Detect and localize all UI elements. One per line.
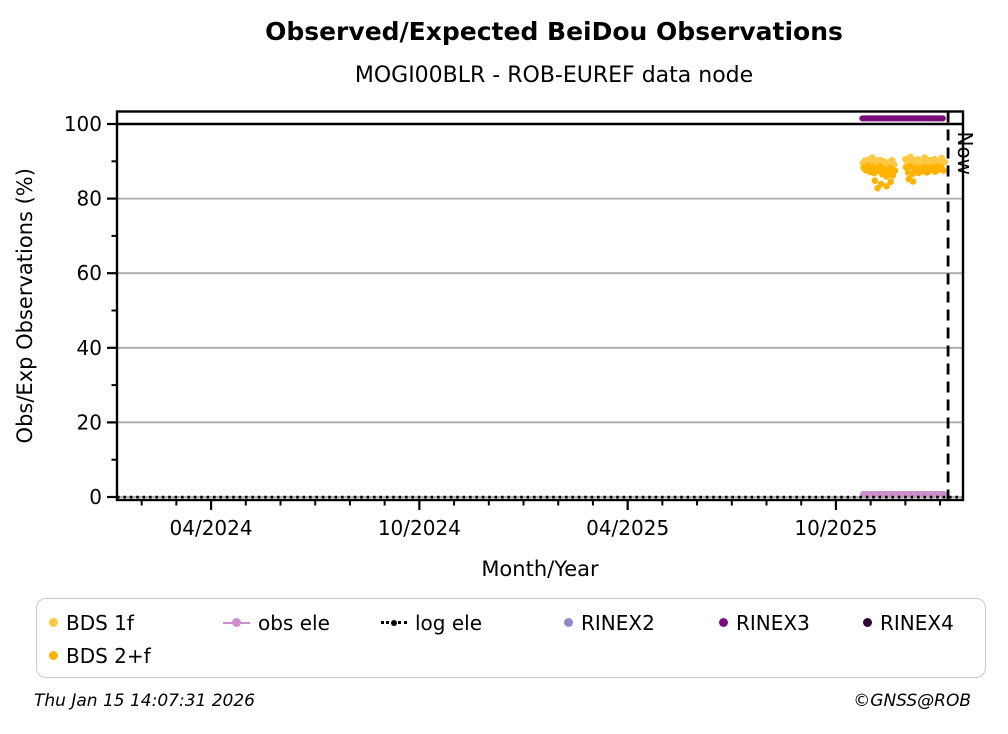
x-axis-tick-label: 04/2024 — [170, 516, 253, 540]
scatter-point-bds-2-f — [909, 178, 917, 185]
generation-timestamp: Thu Jan 15 14:07:31 2026 — [34, 691, 255, 711]
scatter-point-bds-2-f — [877, 180, 885, 188]
rinex2-marker-icon — [564, 618, 573, 627]
x-axis-tick-label: 10/2024 — [378, 516, 461, 540]
legend-label-rinex3: RINEX3 — [736, 610, 810, 635]
now-label: Now — [953, 132, 977, 176]
y-axis-tick-label: 20 — [77, 410, 102, 434]
legend-item-bds-2-f: BDS 2+f — [49, 644, 151, 668]
bds-1f-marker-icon — [49, 618, 58, 627]
scatter-point-bds-2-f — [871, 177, 879, 184]
y-axis-tick-label: 40 — [77, 336, 102, 360]
legend-item-rinex4: RINEX4 — [863, 611, 954, 635]
y-axis-tick-label: 100 — [64, 112, 102, 136]
scatter-point-bds-1f — [941, 158, 949, 166]
plot-border — [115, 110, 965, 502]
x-axis-tick-label: 04/2025 — [586, 516, 669, 540]
legend-item-bds-1f: BDS 1f — [49, 611, 223, 635]
legend-item-obs-ele: obs ele — [223, 611, 381, 635]
y-axis-tick-label: 80 — [77, 187, 102, 211]
scatter-point-bds-2-f — [940, 167, 947, 174]
obs-ele-marker-icon — [223, 618, 250, 628]
scatter-point-bds-2-f — [883, 182, 890, 190]
legend-label-bds-2-f: BDS 2+f — [66, 643, 151, 668]
chart-subtitle: MOGI00BLR - ROB-EUREF data node — [354, 63, 754, 88]
beidou-observations-plot: 04/2024 10/2024 04/2025 10/2025 0 20 40 60 80 100… — [13, 110, 977, 581]
legend-label-rinex2: RINEX2 — [581, 610, 655, 635]
rinex3-marker-icon — [719, 618, 728, 627]
legend-label-bds-1f: BDS 1f — [66, 610, 134, 635]
rinex4-marker-icon — [863, 618, 872, 627]
dot-icon — [232, 618, 241, 627]
y-axis-tick-label: 60 — [77, 261, 102, 285]
scatter-point-bds-2-f — [891, 167, 899, 174]
legend-item-rinex2: RINEX2 — [564, 611, 719, 635]
chart-title: Observed/Expected BeiDou Observations — [265, 17, 843, 46]
bds-2-f-marker-icon — [49, 651, 58, 660]
legend: BDS 1f obs ele log ele RINEX2 RINEX3 RINEX4 B… — [36, 598, 986, 678]
x-axis-tick-label: 10/2025 — [794, 516, 877, 540]
legend-label-rinex4: RINEX4 — [880, 610, 954, 635]
y-axis-tick-label: 0 — [89, 485, 102, 509]
log-ele-marker-icon — [381, 618, 407, 628]
dot-icon — [391, 619, 397, 626]
legend-row-1: BDS 1f obs ele log ele RINEX2 RINEX3 RINEX4 — [49, 606, 985, 639]
scatter-point-bds-2-f — [887, 178, 895, 186]
x-axis-label: Month/Year — [481, 557, 599, 581]
y-axis-label: Obs/Exp Observations (%) — [13, 168, 37, 443]
legend-label-log-ele: log ele — [415, 610, 483, 635]
copyright-label: ©GNSS@ROB — [853, 691, 971, 711]
legend-label-obs-ele: obs ele — [258, 610, 330, 635]
legend-row-2: BDS 2+f — [49, 639, 985, 672]
legend-item-rinex3: RINEX3 — [719, 611, 863, 635]
legend-item-log-ele: log ele — [381, 611, 564, 635]
